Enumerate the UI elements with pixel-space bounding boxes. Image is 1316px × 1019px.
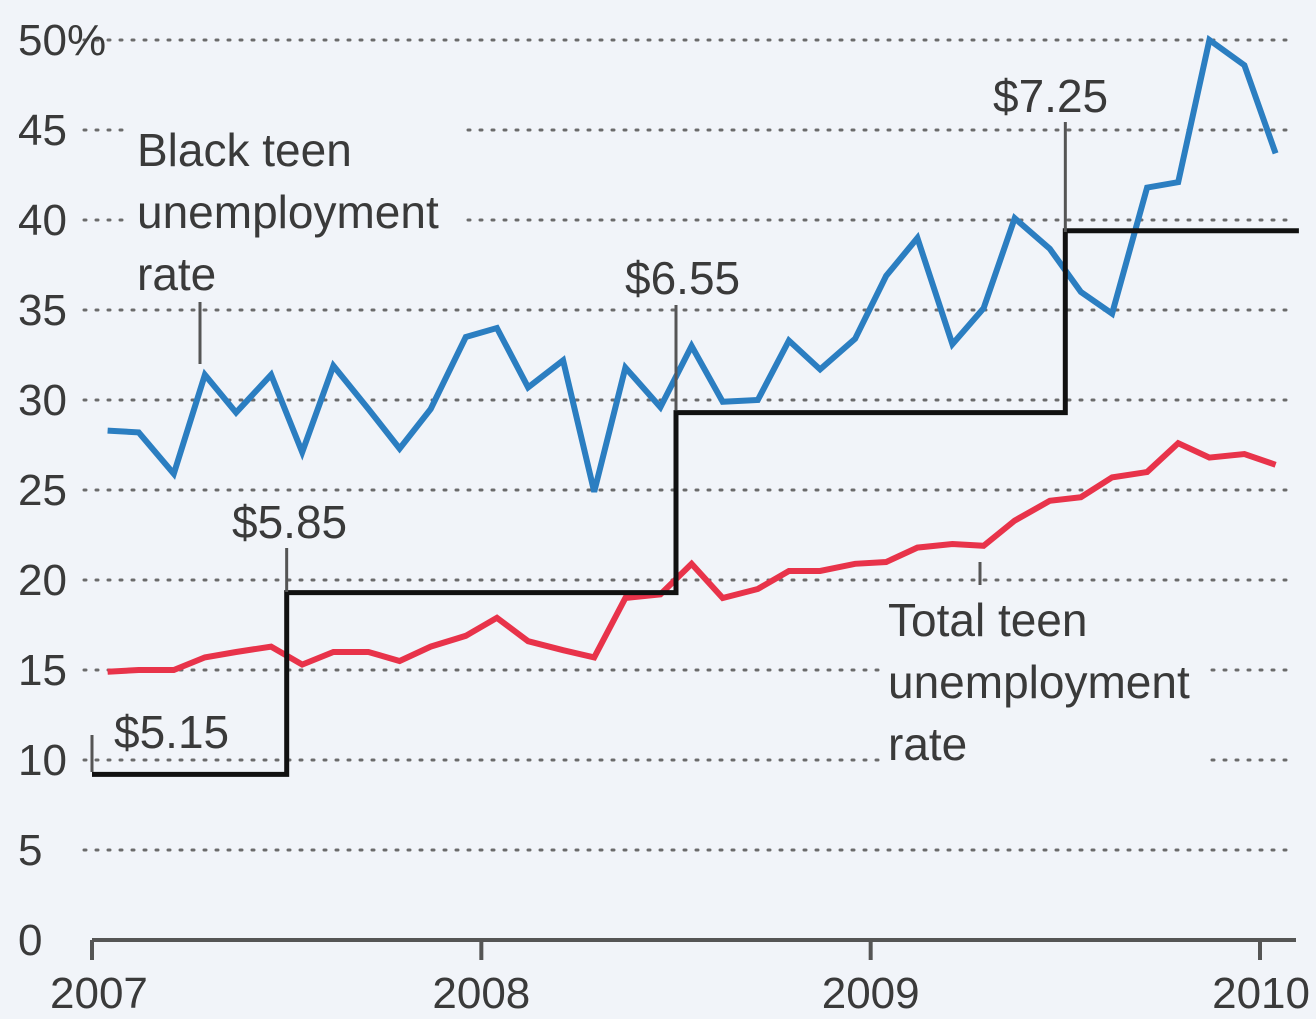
x-tick-label-2007: 2007 [50,969,148,1018]
x-tick-label-2010: 2010 [1212,969,1310,1018]
total-teen-label-line-0: Total teen [888,594,1087,646]
axes: 0 5 10 15 20 25 30 35 40 45 50% 2007 2008 2009 2010 [18,16,1310,1018]
total-teen-label-line-2: rate [888,718,967,770]
total-teen-label-bg [880,592,1210,772]
total-teen-label-line-1: unemployment [888,656,1190,708]
y-tick-label-10: 10 [18,736,67,785]
y-tick-label-35: 35 [18,286,67,335]
black-teen-label-line-2: rate [137,248,216,300]
label-backgrounds [128,120,1210,772]
minimum-wage-step-line [92,228,1299,777]
black-teen-label-line-0: Black teen [137,124,352,176]
x-tick-label-2009: 2009 [822,969,920,1018]
y-tick-label-40: 40 [18,196,67,245]
y-tick-label-5: 5 [18,826,42,875]
black-teen-label-bg [128,120,463,300]
y-tick-label-50: 50% [18,16,106,65]
x-tick-label-2008: 2008 [432,969,530,1018]
series [92,34,1299,777]
y-tick-label-0: 0 [18,916,42,965]
wage-label-1: $5.85 [232,496,347,548]
y-tick-label-20: 20 [18,556,67,605]
annotations: Black teen unemployment rate Total teen unem… [90,70,1190,772]
y-tick-label-15: 15 [18,646,67,695]
black-teen-label-line-1: unemployment [137,186,439,238]
y-tick-label-45: 45 [18,106,67,155]
y-tick-label-25: 25 [18,466,67,515]
wage-label-0: $5.15 [114,706,229,758]
y-tick-label-30: 30 [18,376,67,425]
wage-label-2: $6.55 [625,252,740,304]
wage-label-3: $7.25 [993,70,1108,122]
gridlines [82,38,1292,852]
